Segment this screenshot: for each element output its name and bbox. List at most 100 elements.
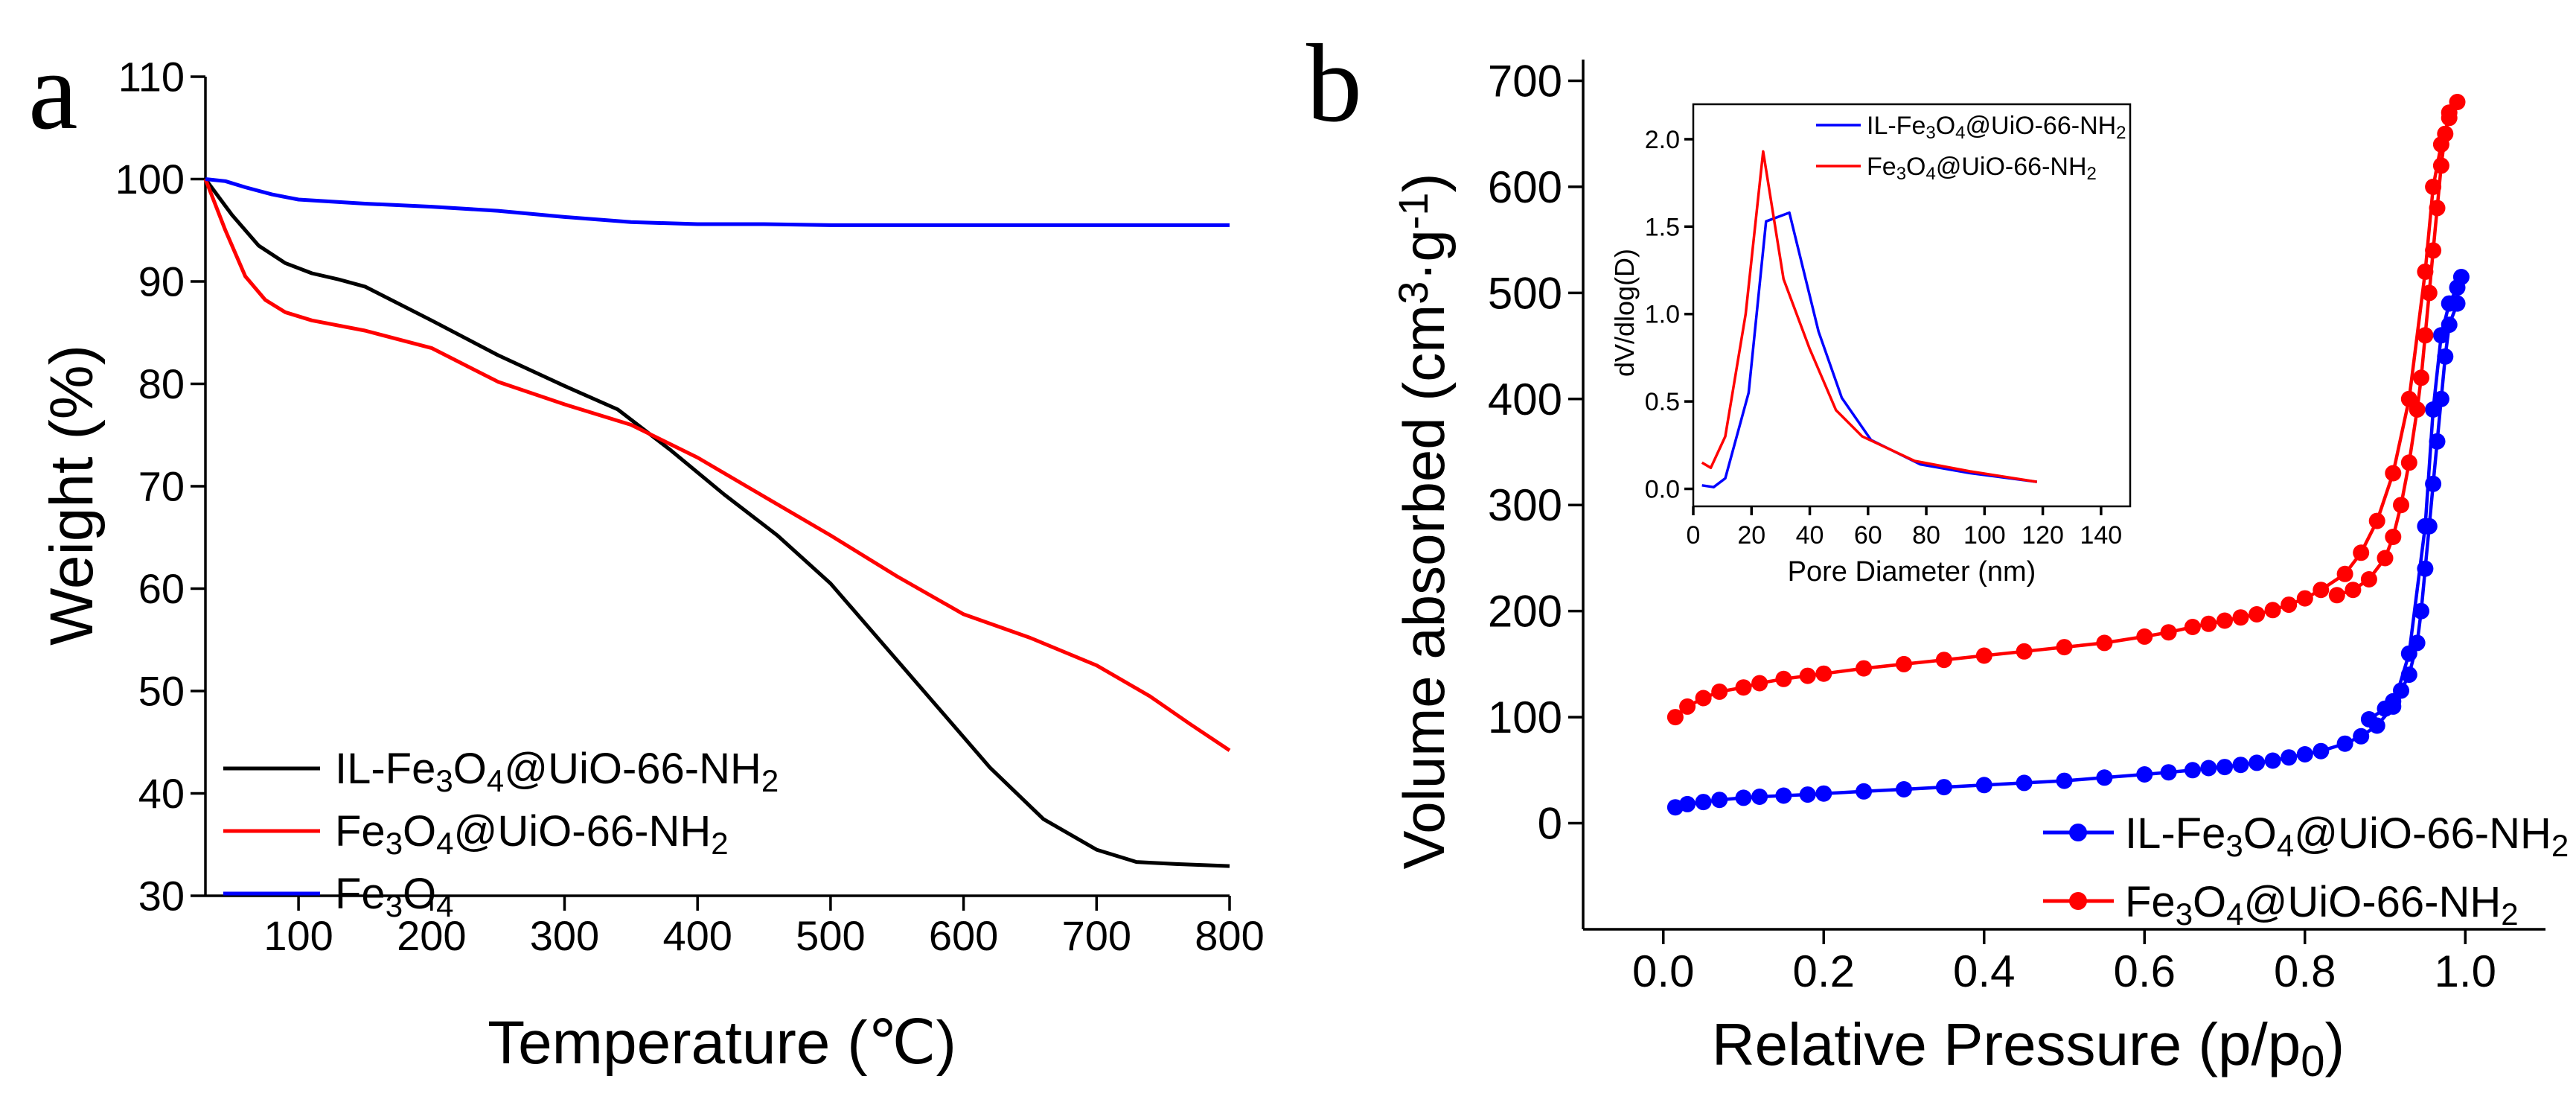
panel-b-data-point — [2264, 602, 2281, 619]
panel-b-data-point — [1735, 789, 1752, 806]
panel-b-data-point — [1975, 647, 1992, 664]
panel-b-desorption-line — [2336, 112, 2451, 597]
panel-b-data-point — [2249, 606, 2266, 623]
panel-b-data-point — [1856, 783, 1873, 800]
panel-b-data-point — [1856, 660, 1873, 677]
panel-b-data-point — [2420, 518, 2438, 535]
panel-b-plot-area: 0.0 0.2 0.4 0.6 0.8 1.00100200300400500600700… — [1488, 56, 2569, 996]
panel-b-y-tick-label: 100 — [1488, 692, 1562, 742]
panel-b-data-point — [2184, 762, 2201, 779]
panel-b-x-tick-label: 0.0 — [1632, 946, 1694, 996]
panel-b-data-point — [2360, 571, 2377, 588]
panel-b-data-point — [2360, 711, 2377, 727]
inset-series-line — [1701, 211, 2038, 488]
inset-x-tick-label: 40 — [1796, 521, 1824, 550]
panel-b-data-point — [2345, 582, 2362, 599]
panel-a-legend-entry: IL-Fe3O4@UiO-66-NH2 — [335, 745, 779, 798]
panel-b-data-point — [2056, 639, 2073, 656]
panel-b-data-point — [2160, 764, 2177, 781]
panel-a-legend-entry: Fe3O4 — [335, 870, 454, 923]
panel-a-y-tick-label: 70 — [138, 463, 185, 510]
inset-y-axis-label: dV/dlog(D) — [1609, 249, 1640, 377]
panel-b-y-tick-label: 200 — [1488, 587, 1562, 637]
panel-b-legend-marker — [2069, 824, 2087, 841]
panel-a-x-tick-label: 300 — [530, 912, 599, 959]
panel-b-data-point — [1896, 655, 1912, 672]
panel-a-label: a — [28, 29, 78, 153]
panel-a-x-axis-label: Temperature (℃) — [488, 1009, 956, 1077]
panel-b-x-tick-label: 1.0 — [2435, 946, 2496, 996]
panel-b-x-tick-label: 0.4 — [1953, 946, 2015, 996]
panel-b-data-point — [2353, 727, 2370, 745]
panel-b-data-point — [2217, 612, 2233, 629]
panel-b-y-tick-label: 500 — [1488, 268, 1562, 318]
panel-b-data-point — [1799, 667, 1816, 684]
panel-b-data-point — [2400, 454, 2417, 471]
panel-b-inset: 0 20 40 60 80 100 120 140 0.0 0.5 1.0 1.5 2.0 Pore Di… — [1609, 103, 2132, 588]
panel-b-data-point — [2432, 390, 2449, 407]
inset-x-tick-label: 0 — [1687, 521, 1701, 550]
panel-b-legend-entry: Fe3O4@UiO-66-NH2 — [2125, 878, 2519, 932]
panel-b-data-point — [1775, 787, 1792, 804]
panel-b-data-point — [2264, 752, 2281, 769]
panel-b-y-tick-label: 400 — [1488, 375, 1562, 424]
panel-b-data-point — [2409, 634, 2426, 652]
panel-b-data-point — [2425, 475, 2442, 492]
panel-b-data-point — [1751, 675, 1768, 692]
panel-b-data-point — [1935, 779, 1952, 796]
panel-b-data-point — [2313, 742, 2330, 760]
inset-y-tick-label: 1.5 — [1645, 213, 1680, 241]
panel-b-data-point — [2409, 401, 2426, 418]
panel-b-x-tick-label: 0.6 — [2114, 946, 2176, 996]
panel-b-data-point — [2096, 634, 2113, 652]
panel-b-data-point — [2296, 746, 2313, 762]
panel-a-series-line — [205, 177, 1230, 227]
panel-b-data-point — [2417, 327, 2434, 344]
inset-y-tick-label: 2.0 — [1645, 126, 1680, 154]
inset-x-tick-label: 20 — [1737, 521, 1765, 550]
inset-y-tick-label: 0.0 — [1645, 476, 1680, 504]
panel-b-data-point — [1815, 785, 1832, 802]
panel-b-data-point — [2385, 529, 2402, 545]
panel-a-y-tick-label: 50 — [138, 668, 185, 715]
panel-b-data-point — [1666, 709, 1684, 726]
panel-b-data-point — [1896, 781, 1912, 797]
panel-b-data-point — [2441, 104, 2458, 121]
panel-b-data-point — [1679, 795, 1696, 812]
panel-a-series-line — [203, 178, 1230, 868]
panel-b-y-tick-label: 0 — [1538, 799, 1562, 849]
panel-b-data-point — [2400, 666, 2417, 684]
panel-a-y-tick-label: 110 — [118, 54, 185, 101]
panel-b-data-point — [2413, 602, 2429, 620]
panel-a-x-tick-label: 600 — [929, 912, 998, 959]
panel-b-data-point — [2432, 157, 2449, 174]
panel-a-x-tick-label: 200 — [397, 912, 466, 959]
panel-b-data-point — [2200, 615, 2217, 632]
panel-b-data-point — [2200, 760, 2217, 777]
panel-b-legend-entry: IL-Fe3O4@UiO-66-NH2 — [2125, 809, 2569, 863]
panel-b-data-point — [1815, 665, 1832, 682]
panel-a-y-tick-label: 80 — [138, 360, 185, 407]
inset-x-axis-label: Pore Diameter (nm) — [1788, 556, 2036, 588]
panel-b-data-point — [2313, 582, 2330, 599]
panel-a: a 100 200 300 400 500 600 700 800 30 40 50 60 70 80 90… — [28, 29, 1265, 1077]
panel-b-data-point — [2336, 735, 2353, 752]
panel-b-data-point — [2368, 512, 2385, 529]
panel-a-x-tick-label: 700 — [1062, 912, 1131, 959]
panel-b-data-point — [2417, 560, 2434, 577]
panel-b-data-point — [2096, 769, 2113, 786]
panel-b-data-point — [2016, 643, 2033, 660]
panel-b-data-point — [1711, 792, 1728, 809]
panel-a-legend-entry: Fe3O4@UiO-66-NH2 — [335, 807, 729, 861]
inset-x-tick-label: 60 — [1854, 521, 1882, 550]
inset-legend-entry: Fe3O4@UiO-66-NH2 — [1867, 153, 2097, 184]
panel-a-series-line — [203, 178, 1231, 752]
inset-series-line — [1701, 150, 2038, 483]
inset-y-tick-label: 0.5 — [1645, 388, 1680, 416]
panel-b-data-point — [2281, 596, 2298, 614]
panel-b-data-point — [2232, 609, 2249, 626]
panel-b-y-tick-label: 300 — [1488, 480, 1562, 530]
panel-b: b 0.0 0.2 0.4 0.6 0.8 1.001002003004005006007… — [1306, 22, 2569, 1086]
panel-b-data-point — [2336, 565, 2353, 582]
